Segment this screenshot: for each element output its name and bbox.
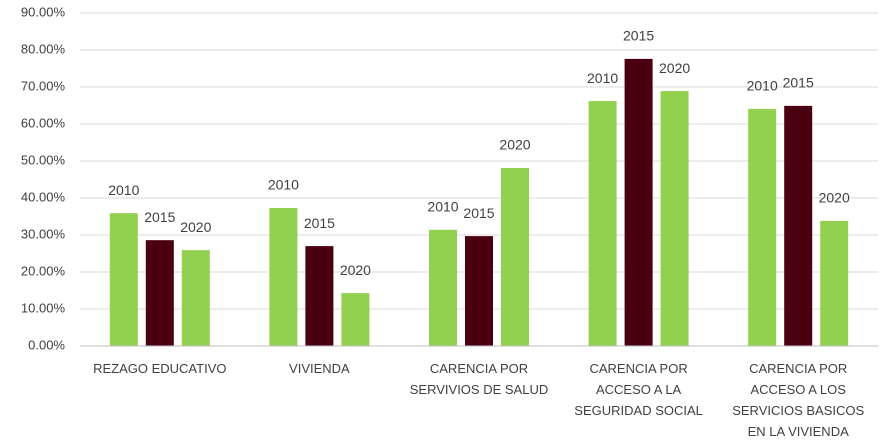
- y-tick-label: 10.00%: [21, 300, 66, 315]
- data-label: 2015: [623, 28, 654, 44]
- bar: [109, 213, 138, 346]
- bar: [465, 236, 493, 346]
- bar: [588, 101, 617, 346]
- y-tick-label: 50.00%: [21, 152, 66, 167]
- x-tick-label: VIVIENDA: [289, 361, 350, 376]
- data-label: 2015: [304, 215, 335, 231]
- data-label: 2010: [587, 70, 618, 86]
- bar: [181, 250, 210, 346]
- x-tick-label: CARENCIA POR SERVIVIOS DE SALUD: [409, 361, 549, 397]
- data-label: 2015: [783, 75, 814, 91]
- bar: [145, 240, 174, 346]
- y-tick-label: 30.00%: [21, 226, 66, 241]
- y-tick-label: 40.00%: [21, 189, 66, 204]
- data-label: 2015: [144, 209, 175, 225]
- y-tick-label: 80.00%: [21, 41, 66, 56]
- x-tick-label: REZAGO EDUCATIVO: [93, 361, 227, 376]
- y-tick-label: 60.00%: [21, 115, 66, 130]
- data-label: 2010: [268, 177, 299, 193]
- data-label: 2010: [108, 182, 139, 198]
- data-label: 2020: [340, 262, 371, 278]
- bar: [341, 293, 370, 346]
- data-label: 2020: [180, 219, 211, 235]
- bar: [784, 105, 813, 347]
- y-tick-label: 70.00%: [21, 78, 66, 93]
- data-label: 2020: [819, 190, 850, 206]
- x-tick-label: CARENCIA POR ACCESO A LA SEGURIDAD SOCIA…: [574, 361, 703, 418]
- y-tick-label: 0.00%: [28, 337, 65, 352]
- bar: [429, 229, 457, 346]
- y-tick-label: 90.00%: [21, 4, 66, 19]
- bar: [820, 220, 849, 346]
- data-label: 2020: [659, 60, 690, 76]
- bar: [660, 91, 689, 346]
- data-label: 2015: [463, 205, 494, 221]
- bar: [305, 246, 334, 346]
- bar: [624, 58, 653, 346]
- data-label: 2020: [499, 137, 530, 153]
- x-tick-label: CARENCIA POR ACCESO A LOS SERVICIOS BASI…: [732, 361, 865, 439]
- bar: [269, 207, 298, 346]
- data-label: 2010: [747, 78, 778, 94]
- y-tick-label: 20.00%: [21, 263, 66, 278]
- bar: [748, 108, 777, 346]
- data-label: 2010: [427, 199, 458, 215]
- bar: [501, 168, 529, 346]
